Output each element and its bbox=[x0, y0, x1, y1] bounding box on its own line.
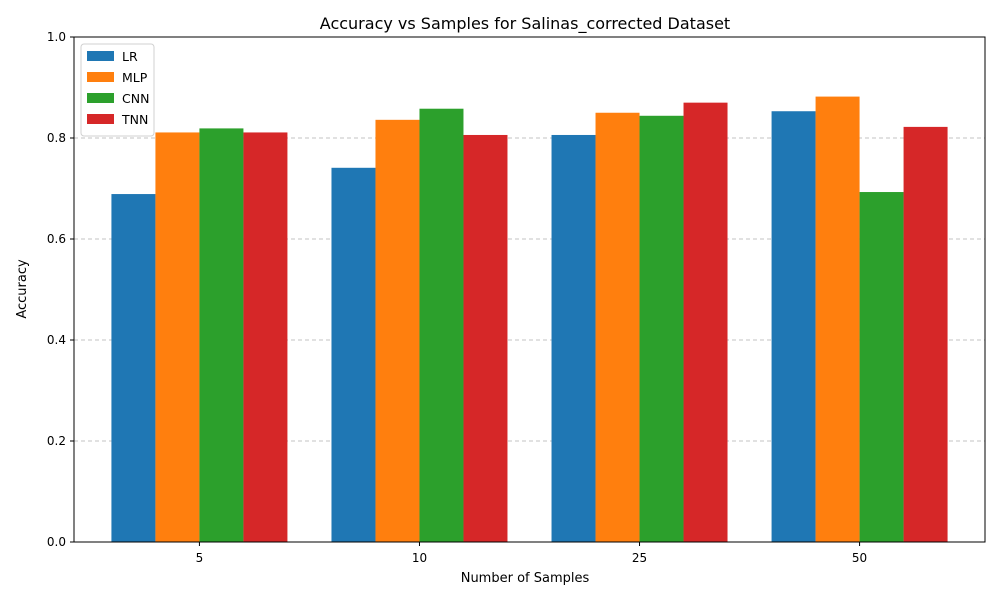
y-tick-label: 0.0 bbox=[47, 535, 66, 549]
y-axis-label: Accuracy bbox=[15, 259, 30, 319]
legend-swatch bbox=[87, 114, 114, 124]
bar-cnn-5 bbox=[199, 128, 244, 542]
legend-swatch bbox=[87, 72, 114, 82]
legend-box bbox=[80, 43, 155, 137]
chart-title: Accuracy vs Samples for Salinas_correcte… bbox=[320, 14, 730, 34]
legend-label: CNN bbox=[122, 91, 149, 106]
bar-lr-25 bbox=[551, 134, 596, 542]
bar-tnn-10 bbox=[463, 134, 508, 542]
bars bbox=[111, 96, 948, 543]
legend-swatch bbox=[87, 51, 114, 61]
bar-mlp-25 bbox=[595, 112, 640, 542]
bar-cnn-50 bbox=[859, 192, 904, 542]
y-tick-label: 1.0 bbox=[47, 30, 66, 44]
y-tick-label: 0.4 bbox=[47, 333, 66, 347]
x-axis-label: Number of Samples bbox=[461, 571, 590, 586]
plot-frame bbox=[73, 36, 986, 543]
legend-swatch bbox=[87, 93, 114, 103]
bar-tnn-5 bbox=[243, 132, 288, 542]
x-tick-label: 25 bbox=[632, 551, 647, 565]
y-tick-label: 0.2 bbox=[47, 434, 66, 448]
legend-label: LR bbox=[122, 49, 138, 64]
legend-label: MLP bbox=[122, 70, 148, 85]
bar-cnn-10 bbox=[419, 108, 464, 543]
bar-mlp-10 bbox=[375, 119, 420, 542]
bar-mlp-50 bbox=[815, 96, 860, 542]
y-axis: 0.0 0.2 0.4 0.6 0.8 1.0 bbox=[47, 30, 74, 549]
y-tick-label: 0.6 bbox=[47, 232, 66, 246]
x-tick-label: 5 bbox=[196, 551, 204, 565]
bar-cnn-25 bbox=[639, 115, 684, 542]
bar-mlp-5 bbox=[155, 132, 200, 542]
x-axis: 5 10 25 50 bbox=[196, 542, 867, 565]
bar-lr-10 bbox=[331, 167, 376, 543]
bar-lr-50 bbox=[771, 111, 816, 543]
bar-lr-5 bbox=[111, 194, 156, 542]
bar-tnn-50 bbox=[903, 126, 948, 542]
legend-label: TNN bbox=[121, 112, 148, 127]
legend: LR MLP CNN TNN bbox=[80, 43, 155, 137]
x-tick-label: 10 bbox=[412, 551, 427, 565]
x-tick-label: 50 bbox=[852, 551, 867, 565]
bar-tnn-25 bbox=[683, 102, 728, 543]
y-tick-label: 0.8 bbox=[47, 131, 66, 145]
